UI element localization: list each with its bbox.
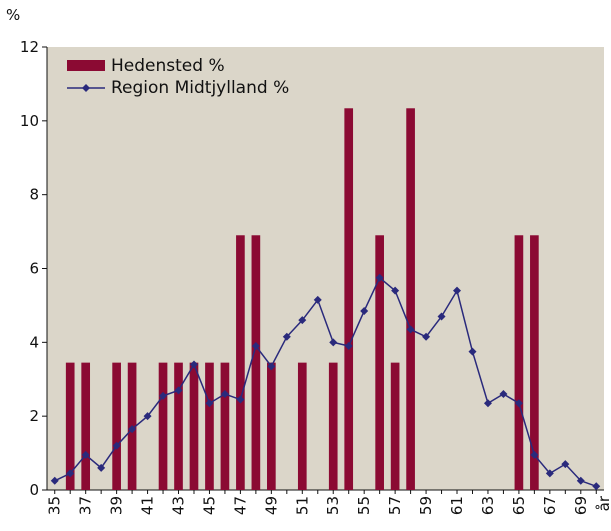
marker (360, 306, 369, 315)
legend-swatch (67, 60, 105, 71)
marker (483, 399, 492, 408)
x-tick-label: 45 (200, 496, 218, 515)
marker (81, 450, 90, 459)
bar (220, 362, 230, 490)
x-tick-label: 49 (262, 496, 280, 515)
bar (406, 108, 415, 490)
marker (344, 342, 353, 351)
x-tick-label: 51 (293, 496, 311, 515)
marker (267, 362, 276, 371)
y-tick-label: 4 (29, 333, 39, 351)
marker (453, 286, 462, 295)
x-tick-label: 35 (46, 496, 64, 515)
x-tick-label: 67 (541, 496, 559, 515)
line (54, 276, 597, 488)
marker (576, 476, 585, 485)
x-tick-label: 37 (77, 496, 95, 515)
marker (174, 386, 183, 395)
bar (514, 235, 524, 490)
marker (545, 469, 554, 478)
marker (189, 360, 198, 369)
marker (50, 476, 59, 485)
marker (159, 391, 168, 400)
x-tick-label: 57 (386, 496, 404, 515)
bar (236, 235, 245, 490)
y-tick-label: 6 (29, 260, 39, 278)
marker (205, 399, 214, 408)
x-axis-label: år (595, 495, 611, 511)
marker (406, 325, 415, 334)
marker (375, 273, 384, 282)
marker (251, 342, 260, 351)
y-tick-label: 0 (29, 481, 39, 499)
marker (592, 482, 601, 491)
bar (297, 362, 307, 490)
y-tick-label: 2 (29, 407, 39, 425)
marker (329, 338, 338, 347)
bar (174, 362, 183, 490)
marker (422, 332, 431, 341)
legend-label: Region Midtjylland % (111, 78, 289, 98)
marker (499, 390, 508, 399)
x-tick-label: 53 (324, 496, 342, 515)
marker (220, 390, 229, 399)
bar (344, 108, 354, 490)
x-tick-label: 55 (355, 496, 373, 515)
marker (282, 332, 291, 341)
marker (313, 295, 322, 304)
marker (514, 399, 523, 408)
x-tick-label: 65 (510, 496, 528, 515)
x-tick-label: 39 (108, 496, 126, 515)
marker (143, 412, 152, 421)
marker (561, 460, 570, 469)
y-axis-label: % (6, 6, 20, 24)
y-tick-label: 8 (29, 186, 39, 204)
marker (530, 450, 539, 459)
legend-marker (82, 84, 90, 92)
x-tick-label: 69 (572, 496, 590, 515)
marker (97, 463, 106, 472)
bar (390, 362, 400, 490)
marker (112, 441, 121, 450)
bar (112, 362, 121, 490)
marker (391, 286, 400, 295)
bar (267, 362, 276, 490)
bar (189, 362, 199, 490)
marker (437, 312, 446, 321)
marker (298, 316, 307, 325)
y-tick-label: 10 (20, 112, 39, 130)
bar (530, 235, 539, 490)
marker (468, 347, 477, 356)
plot-area (47, 47, 604, 490)
marker (236, 395, 245, 404)
bar (328, 362, 338, 490)
bar (205, 362, 214, 490)
marker (128, 425, 137, 434)
bar (375, 235, 384, 490)
bar (158, 362, 168, 490)
y-tick-label: 12 (20, 38, 39, 56)
bar (65, 362, 75, 490)
x-tick-label: 61 (448, 496, 466, 515)
legend-label: Hedensted % (111, 56, 225, 76)
x-tick-label: 41 (139, 496, 157, 515)
x-tick-label: 59 (417, 496, 435, 515)
x-tick-label: 43 (170, 496, 188, 515)
x-tick-label: 63 (479, 496, 497, 515)
bar (81, 362, 91, 490)
x-tick-label: 47 (231, 496, 249, 515)
bar (251, 235, 261, 490)
marker (66, 469, 75, 478)
